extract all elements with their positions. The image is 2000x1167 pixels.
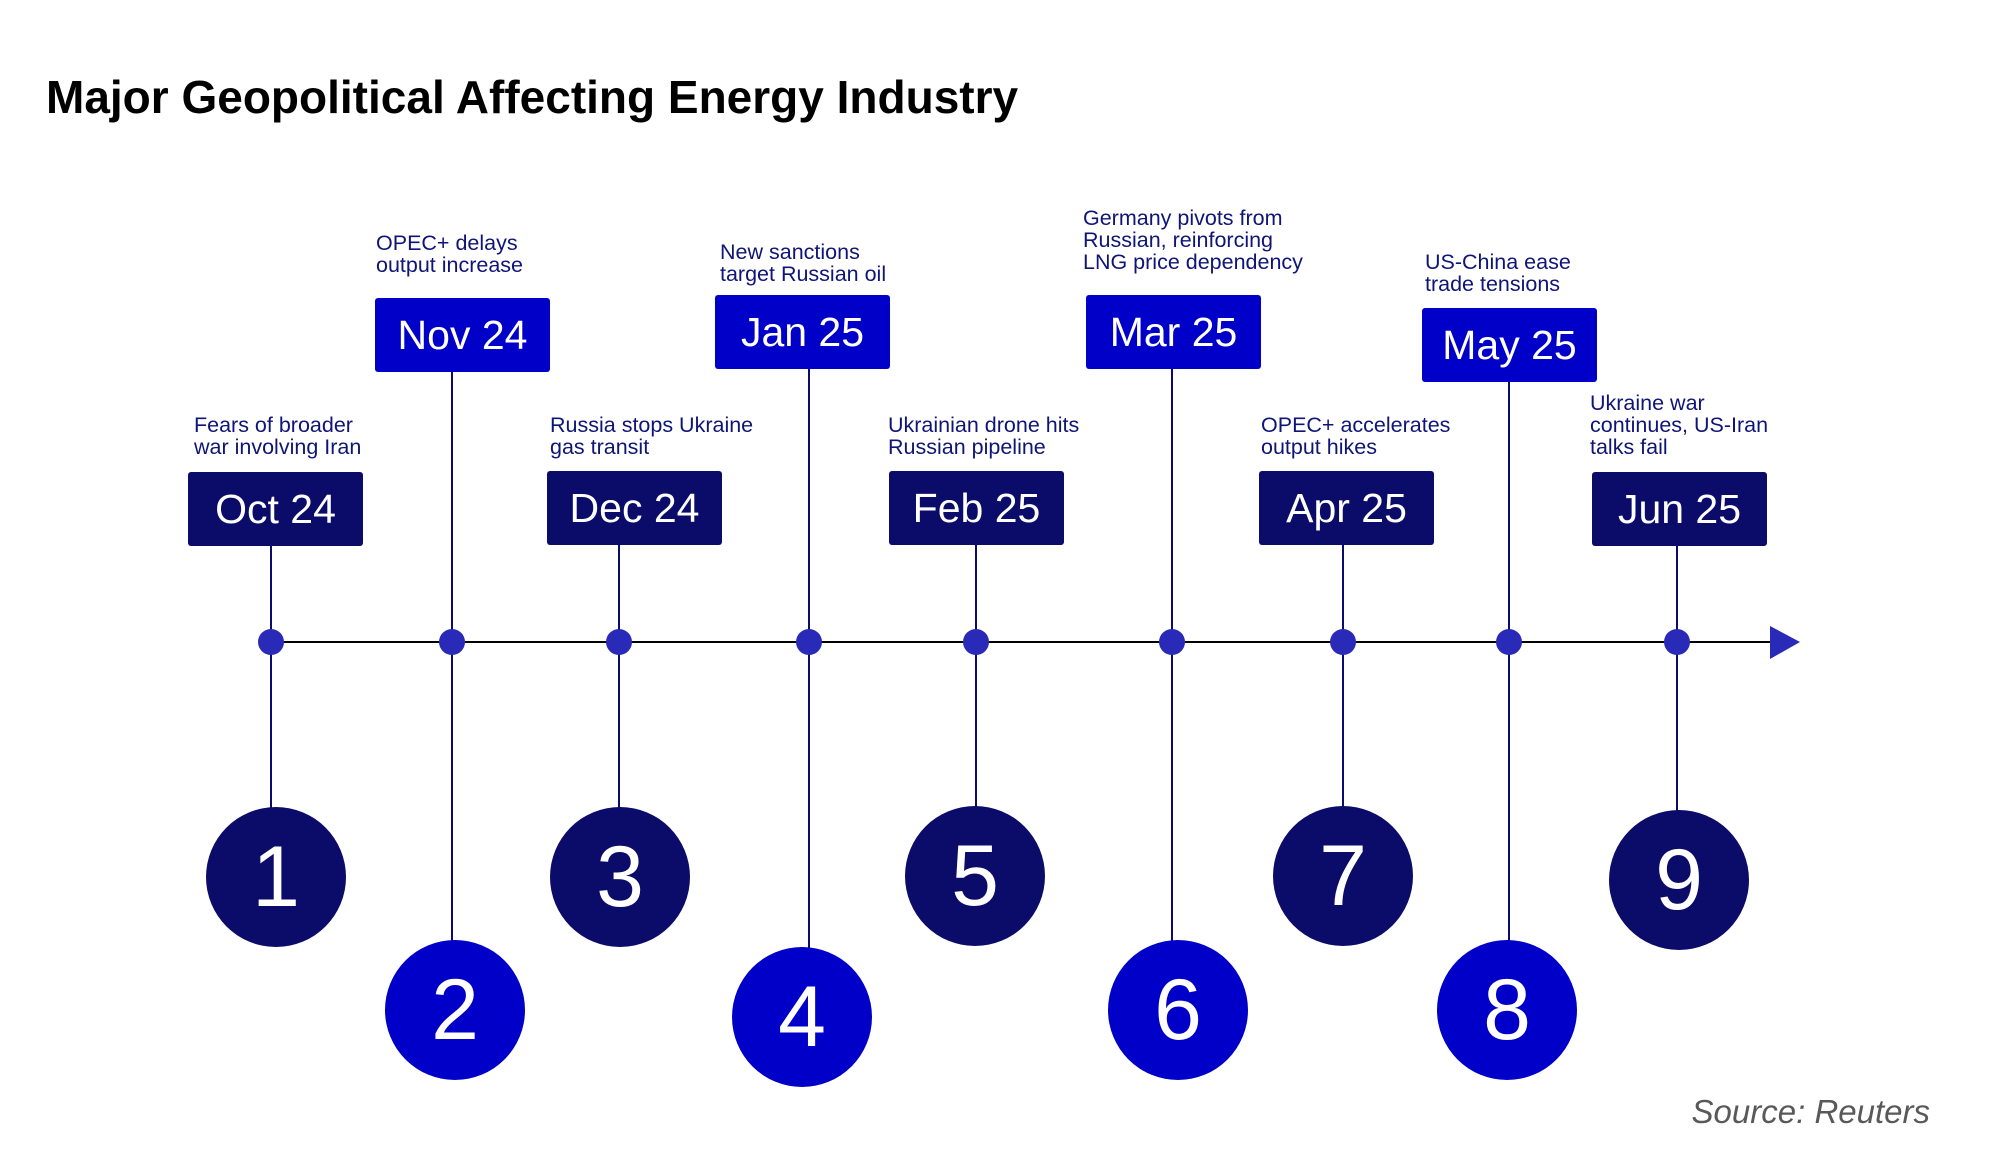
- event-number-circle: 2: [385, 940, 525, 1080]
- event-description: OPEC+ delays output increase: [376, 231, 524, 277]
- timeline-dot: [1159, 629, 1185, 655]
- event-description: Ukrainian drone hits Russian pipeline: [888, 413, 1080, 459]
- date-box: Feb 25: [889, 471, 1064, 545]
- timeline-dot: [1330, 629, 1356, 655]
- event-description: Russia stops Ukraine gas transit: [550, 413, 754, 459]
- timeline-dot: [439, 629, 465, 655]
- date-box: Nov 24: [375, 298, 550, 372]
- event-number-circle: 9: [1609, 810, 1749, 950]
- timeline-dot: [1496, 629, 1522, 655]
- timeline-dot: [606, 629, 632, 655]
- date-box: Dec 24: [547, 471, 722, 545]
- event-description: Ukraine war continues, US-Iran talks fai…: [1590, 391, 1769, 459]
- event-description: US-China ease trade tensions: [1425, 250, 1571, 296]
- date-box: May 25: [1422, 308, 1597, 382]
- event-description: New sanctions target Russian oil: [720, 240, 887, 286]
- connector-lines: [270, 369, 1678, 1017]
- timeline-dot: [963, 629, 989, 655]
- event-description: Fears of broader war involving Iran: [194, 413, 362, 459]
- event-description: Germany pivots from Russian, reinforcing…: [1083, 206, 1303, 274]
- event-description: OPEC+ accelerates output hikes: [1261, 413, 1451, 459]
- date-box: Jan 25: [715, 295, 890, 369]
- source-note: Source: Reuters: [1691, 1093, 1930, 1130]
- page-title: Major Geopolitical Affecting Energy Indu…: [46, 71, 1019, 123]
- timeline-arrowhead: [1770, 626, 1800, 659]
- timeline-dot: [258, 629, 284, 655]
- timeline-dot: [796, 629, 822, 655]
- date-box: Jun 25: [1592, 472, 1767, 546]
- date-box: Apr 25: [1259, 471, 1434, 545]
- event-number-circle: 6: [1108, 940, 1248, 1080]
- event-number-circle: 4: [732, 947, 872, 1087]
- event-number-circle: 7: [1273, 806, 1413, 946]
- timeline-dots: [258, 629, 1690, 655]
- date-box: Mar 25: [1086, 295, 1261, 369]
- event-number-circle: 5: [905, 806, 1045, 946]
- event-number-circle: 3: [550, 807, 690, 947]
- event-number-circle: 1: [206, 807, 346, 947]
- timeline-dot: [1664, 629, 1690, 655]
- date-box: Oct 24: [188, 472, 363, 546]
- event-number-circle: 8: [1437, 940, 1577, 1080]
